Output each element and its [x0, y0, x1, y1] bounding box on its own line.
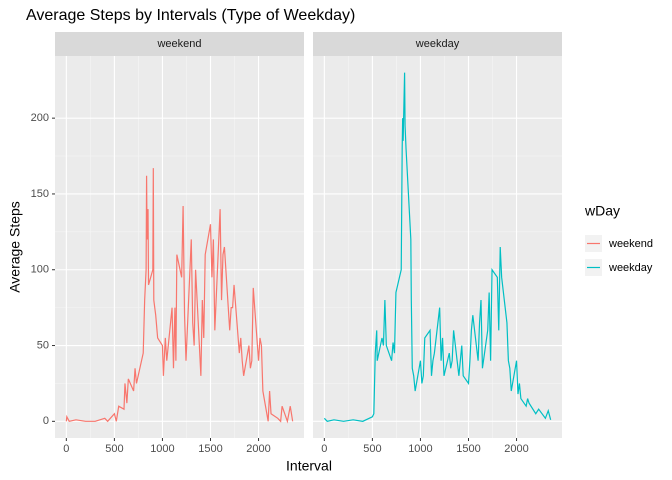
x-tick-label: 2000 — [504, 443, 528, 455]
y-tick-label: 100 — [31, 264, 49, 276]
x-tick-label: 500 — [105, 443, 123, 455]
x-tick-label: 1000 — [408, 443, 432, 455]
y-tick-label: 200 — [31, 112, 49, 124]
x-tick-label: 0 — [321, 443, 327, 455]
x-tick-label: 0 — [63, 443, 69, 455]
panel-background — [55, 56, 304, 438]
legend-label: weekday — [608, 262, 653, 274]
chart-title: Average Steps by Intervals (Type of Week… — [26, 7, 355, 24]
panel-background — [313, 56, 562, 438]
x-tick-label: 1500 — [198, 443, 222, 455]
series-line — [65, 168, 294, 424]
legend-title: wDay — [584, 203, 620, 219]
facet-label: weekday — [415, 38, 460, 50]
y-tick-label: 150 — [31, 188, 49, 200]
facet-label: weekend — [156, 38, 201, 50]
y-tick-label: 0 — [43, 415, 49, 427]
x-axis-title: Interval — [286, 458, 332, 474]
y-tick-label: 50 — [37, 339, 49, 351]
series-line — [323, 72, 552, 422]
y-axis-title: Average Steps — [7, 201, 23, 293]
x-tick-label: 1000 — [150, 443, 174, 455]
facet-strip — [55, 32, 304, 56]
legend-label: weekend — [608, 238, 653, 250]
x-tick-label: 1500 — [456, 443, 480, 455]
x-tick-label: 2000 — [246, 443, 270, 455]
facet-strip — [313, 32, 562, 56]
x-tick-label: 500 — [363, 443, 381, 455]
